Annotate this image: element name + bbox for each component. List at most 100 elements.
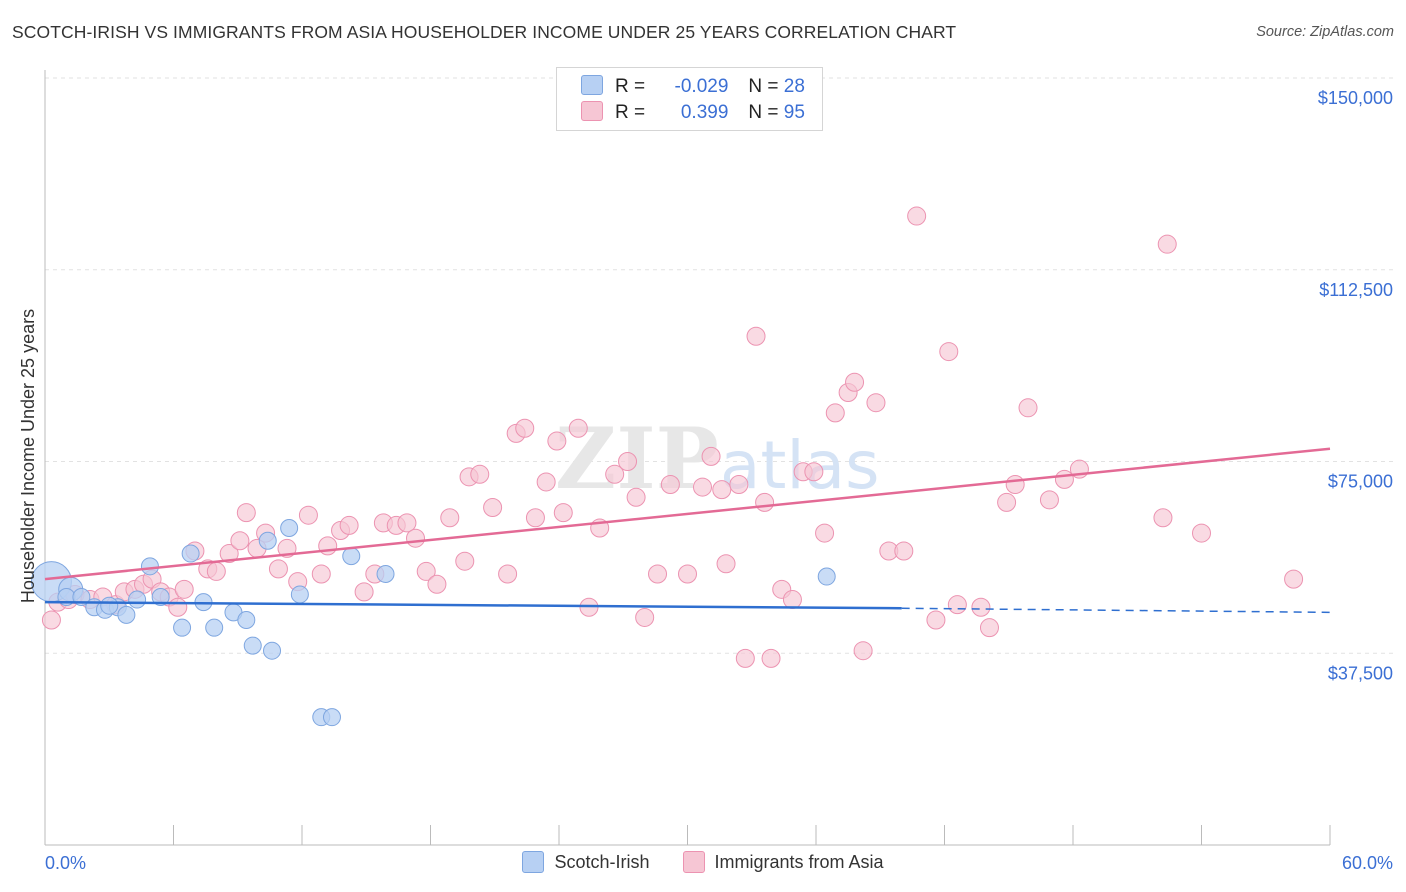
- asia-point: [455, 551, 475, 571]
- asia-point: [761, 648, 781, 668]
- scotch-point: [181, 544, 200, 563]
- asia-trend-line: [44, 447, 1331, 581]
- asia-point: [339, 515, 359, 535]
- x-tick-label-max: 60.0%: [1342, 853, 1393, 873]
- asia-point: [701, 446, 721, 466]
- scotch-point: [342, 547, 361, 566]
- asia-point: [804, 462, 824, 482]
- asia-point: [568, 418, 588, 438]
- legend-r-value-asia: 0.399: [680, 102, 729, 123]
- scotch-point: [117, 605, 136, 624]
- source-label: Source: ZipAtlas.com: [1256, 24, 1394, 40]
- asia-point: [206, 561, 226, 581]
- asia-point: [997, 492, 1017, 512]
- asia-point: [1284, 569, 1304, 589]
- scotch-point: [173, 618, 192, 637]
- scotch-point: [243, 636, 262, 655]
- scotch-trend-line: [44, 600, 902, 610]
- legend-label-asia: Immigrants from Asia: [714, 852, 884, 872]
- asia-point: [1005, 475, 1025, 495]
- asia-point: [853, 641, 873, 661]
- asia-point: [746, 326, 766, 346]
- asia-point: [1018, 398, 1038, 418]
- scotch-point: [140, 557, 159, 576]
- asia-point: [648, 564, 668, 584]
- scotch-point: [280, 518, 299, 537]
- scotch-point: [100, 596, 119, 615]
- asia-point: [866, 393, 886, 413]
- scotch-point: [237, 611, 256, 630]
- asia-point: [174, 579, 194, 599]
- asia-swatch: [682, 850, 705, 873]
- scotch-point: [258, 531, 277, 550]
- trend-layer: [44, 447, 1331, 614]
- scotch-swatch: [581, 75, 603, 96]
- axis-layer: [44, 70, 1331, 846]
- asia-point: [678, 564, 697, 584]
- x-tick-label-min: 0.0%: [45, 853, 86, 873]
- label-layer: $37,500 $75,000 $112,500 $150,000 0.0% 60.0%: [45, 88, 1393, 873]
- asia-point: [1039, 490, 1059, 510]
- y-axis-label: Householder Income Under 25 years: [18, 309, 38, 603]
- legend-item-scotch[interactable]: Scotch-Irish: [522, 850, 649, 873]
- asia-point: [712, 480, 732, 500]
- asia-point: [1054, 469, 1074, 489]
- scotch-point: [128, 590, 147, 609]
- asia-point: [268, 559, 288, 579]
- scotch-point: [817, 567, 836, 586]
- asia-point: [815, 523, 835, 543]
- legend-r-label: R =: [615, 76, 646, 97]
- asia-point: [470, 464, 490, 484]
- asia-point: [755, 492, 775, 512]
- asia-point: [230, 531, 250, 551]
- legend-n-value-scotch: 28: [783, 76, 805, 97]
- legend-n-value-asia: 95: [783, 102, 805, 123]
- asia-point: [845, 372, 865, 392]
- asia-point: [947, 595, 967, 615]
- scotch-point: [205, 618, 224, 637]
- asia-point: [894, 541, 914, 561]
- asia-point: [618, 452, 638, 471]
- scotch-point: [263, 641, 282, 660]
- scotch-trend-extension: [901, 607, 1331, 614]
- asia-point: [498, 564, 518, 584]
- asia-point: [1192, 523, 1211, 543]
- asia-point: [483, 498, 503, 518]
- asia-point: [416, 561, 436, 581]
- series-legend: Scotch-Irish Immigrants from Asia: [0, 850, 1406, 873]
- scotch-point: [151, 588, 170, 607]
- points-layer: [30, 206, 1304, 727]
- asia-point: [525, 508, 545, 528]
- legend-row-asia: R = 0.399 N = 95: [581, 101, 805, 126]
- asia-point: [515, 418, 535, 438]
- asia-point: [735, 648, 755, 668]
- asia-point: [168, 597, 188, 617]
- y-tick-label: $112,500: [1319, 280, 1393, 300]
- legend-item-asia[interactable]: Immigrants from Asia: [682, 850, 884, 873]
- asia-point: [219, 544, 239, 564]
- asia-point: [406, 528, 426, 548]
- asia-point: [825, 403, 845, 423]
- asia-point: [236, 503, 256, 523]
- scotch-point: [376, 564, 395, 583]
- asia-point: [553, 503, 573, 523]
- chart-title: SCOTCH-IRISH VS IMMIGRANTS FROM ASIA HOU…: [12, 22, 957, 42]
- y-tick-label: $150,000: [1318, 88, 1393, 108]
- asia-point: [971, 597, 991, 617]
- asia-point: [692, 477, 712, 497]
- y-tick-label: $75,000: [1328, 472, 1393, 492]
- asia-point: [41, 610, 61, 630]
- asia-point: [660, 475, 680, 495]
- asia-point: [729, 475, 749, 495]
- asia-point: [716, 554, 736, 574]
- asia-point: [605, 464, 625, 484]
- scotch-point: [322, 708, 341, 727]
- y-tick-label: $37,500: [1328, 663, 1393, 683]
- legend-n-label: N =: [748, 76, 779, 97]
- asia-point: [440, 508, 460, 528]
- legend-row-scotch: R = -0.029 N = 28: [581, 75, 805, 100]
- asia-point: [354, 582, 374, 602]
- asia-point: [979, 618, 999, 638]
- asia-point: [926, 610, 946, 630]
